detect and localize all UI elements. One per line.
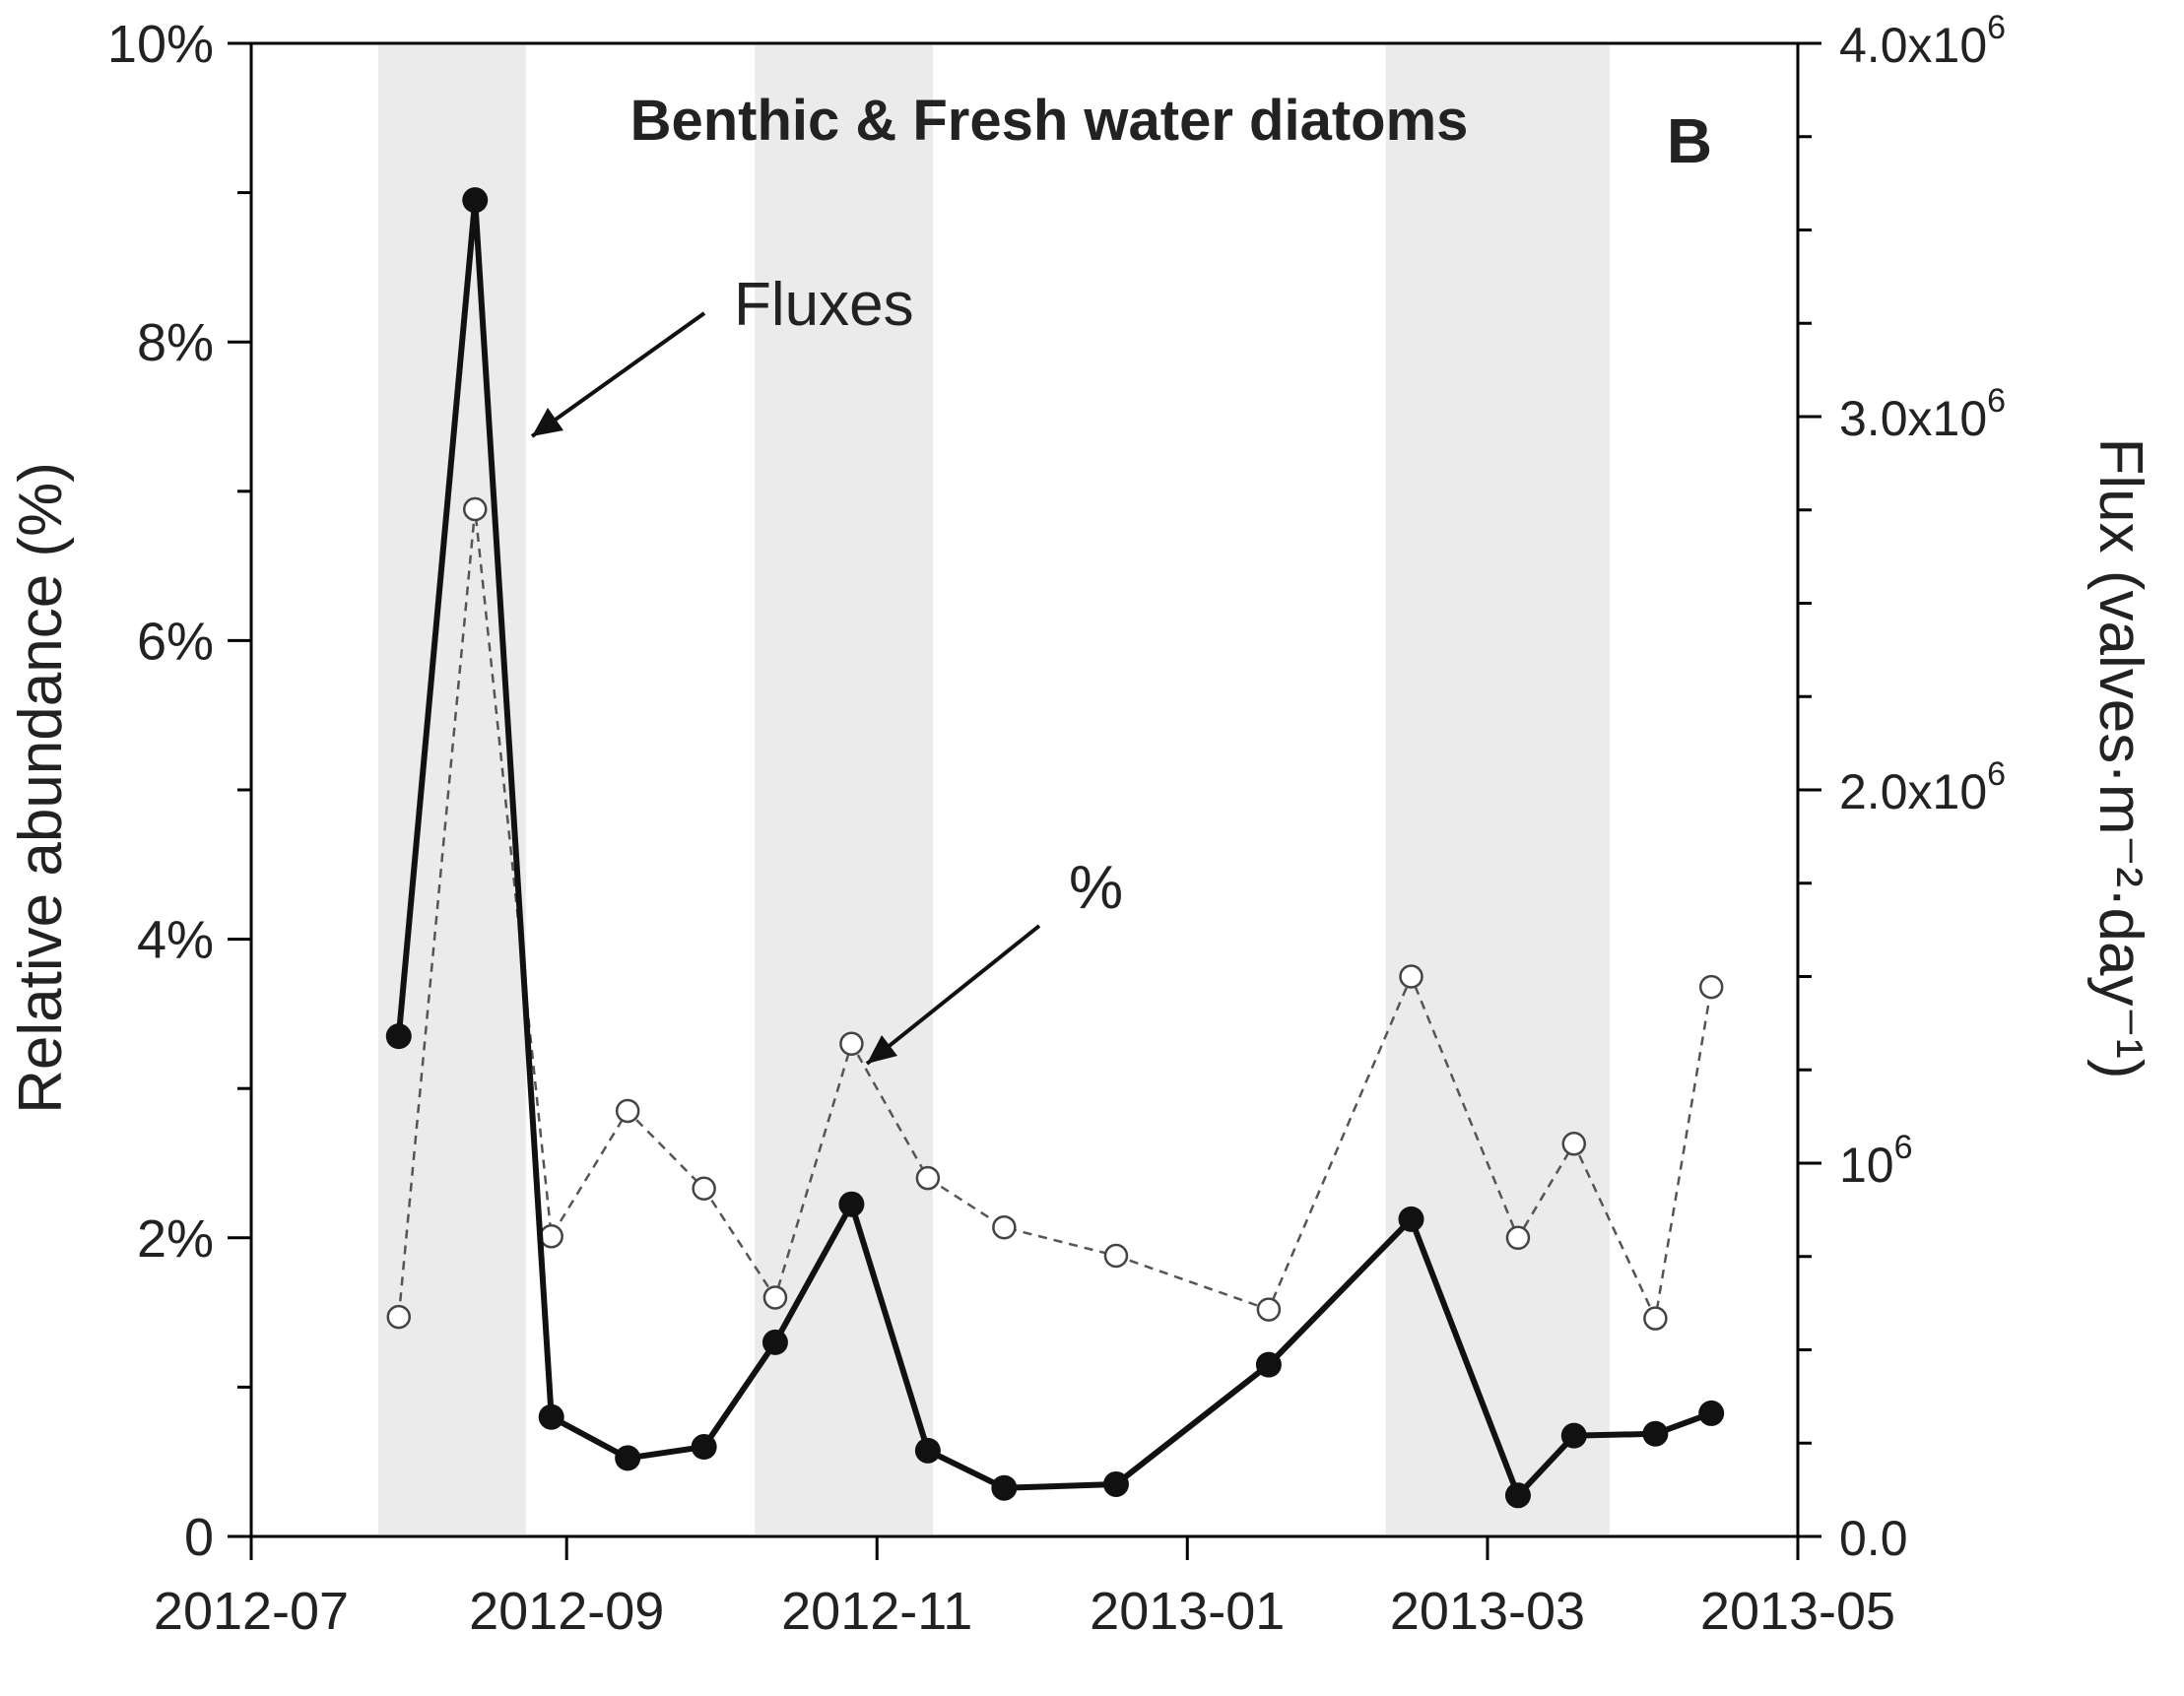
x-tick-label: 2013-03 bbox=[1390, 1582, 1585, 1641]
shaded-period-1 bbox=[755, 45, 934, 1534]
panel-label: B bbox=[1667, 105, 1712, 176]
fluxes-point bbox=[1255, 1351, 1282, 1378]
series-percent bbox=[386, 496, 1724, 1331]
percent-point bbox=[915, 1165, 941, 1191]
x-tick-label: 2012-07 bbox=[154, 1582, 349, 1641]
annotation-percent: % bbox=[865, 854, 1123, 1066]
shaded-period-0 bbox=[378, 45, 526, 1534]
percent-point bbox=[539, 1224, 563, 1249]
fluxes-point bbox=[691, 1434, 717, 1461]
left-tick-label: 8% bbox=[137, 313, 214, 372]
x-tick-label: 2013-01 bbox=[1090, 1582, 1285, 1641]
left-tick-label: 10% bbox=[107, 15, 214, 74]
annotation-fluxes-arrowhead bbox=[532, 408, 563, 436]
fluxes-point bbox=[1102, 1470, 1129, 1497]
fluxes-point bbox=[991, 1474, 1018, 1501]
fluxes-point bbox=[914, 1437, 941, 1464]
fluxes-point bbox=[1698, 1400, 1725, 1426]
fluxes-point bbox=[538, 1403, 564, 1430]
percent-line bbox=[397, 508, 1713, 1323]
right-tick-label: 4.0x106 bbox=[1839, 9, 2006, 73]
fluxes-point bbox=[1504, 1482, 1531, 1509]
annotation-fluxes-label: Fluxes bbox=[734, 271, 914, 339]
right-tick-label: 0.0 bbox=[1839, 1511, 1908, 1566]
series-fluxes bbox=[385, 187, 1725, 1509]
chart-title: Benthic & Fresh water diatoms bbox=[630, 89, 1469, 153]
percent-point bbox=[1399, 964, 1423, 989]
percent-point bbox=[462, 496, 488, 522]
percent-point bbox=[615, 1098, 640, 1124]
fluxes-point bbox=[838, 1191, 865, 1217]
percent-point bbox=[1561, 1132, 1587, 1156]
right-tick-label: 3.0x106 bbox=[1839, 382, 2006, 446]
left-axis-label: Relative abundance (%) bbox=[7, 462, 75, 1114]
right-tick-label: 106 bbox=[1839, 1129, 1913, 1193]
right-axis-ticks: 0.0 106 2.0x106 3.0x106 4.0x106 bbox=[1798, 9, 2006, 1566]
annotation-fluxes: Fluxes bbox=[530, 271, 914, 438]
shaded-period-2 bbox=[1385, 45, 1610, 1534]
annotation-percent-arrow bbox=[865, 924, 1041, 1066]
percent-point bbox=[1698, 974, 1724, 1000]
annotation-fluxes-arrow bbox=[530, 311, 706, 438]
x-tick-label: 2013-05 bbox=[1700, 1582, 1895, 1641]
percent-point bbox=[386, 1304, 412, 1330]
fluxes-point bbox=[1398, 1206, 1424, 1232]
fluxes-point bbox=[615, 1445, 641, 1471]
x-axis-ticks: 2012-07 2012-09 2012-11 2013-01 2013-03 2013-… bbox=[154, 1536, 1895, 1641]
percent-point bbox=[762, 1285, 788, 1310]
fluxes-point bbox=[1642, 1420, 1669, 1447]
percent-point bbox=[839, 1031, 864, 1056]
left-axis-ticks: 0 2% 4% 6% 8% 10% bbox=[107, 15, 251, 1567]
percent-point bbox=[992, 1214, 1017, 1240]
right-axis-label: Flux (valves·m⁻²·day⁻¹) bbox=[2086, 437, 2154, 1078]
left-tick-label: 2% bbox=[137, 1209, 214, 1269]
left-tick-label: 4% bbox=[137, 911, 214, 970]
fluxes-point bbox=[385, 1023, 412, 1050]
fluxes-point bbox=[761, 1329, 788, 1355]
shaded-periods bbox=[378, 45, 1610, 1534]
left-tick-label: 6% bbox=[137, 612, 214, 671]
fluxes-line bbox=[395, 197, 1713, 1499]
fluxes-point bbox=[1560, 1422, 1587, 1449]
right-tick-label: 2.0x106 bbox=[1839, 755, 2006, 819]
annotation-percent-arrowhead bbox=[867, 1035, 897, 1064]
percent-point bbox=[1643, 1306, 1668, 1331]
percent-point bbox=[1103, 1243, 1129, 1269]
fluxes-point bbox=[462, 187, 489, 214]
percent-point bbox=[1505, 1225, 1531, 1251]
annotation-percent-label: % bbox=[1069, 854, 1123, 922]
x-tick-label: 2012-09 bbox=[469, 1582, 664, 1641]
percent-point bbox=[1256, 1297, 1282, 1322]
x-tick-label: 2012-11 bbox=[781, 1582, 972, 1641]
left-tick-label: 0 bbox=[184, 1508, 214, 1567]
percent-point bbox=[692, 1176, 716, 1202]
